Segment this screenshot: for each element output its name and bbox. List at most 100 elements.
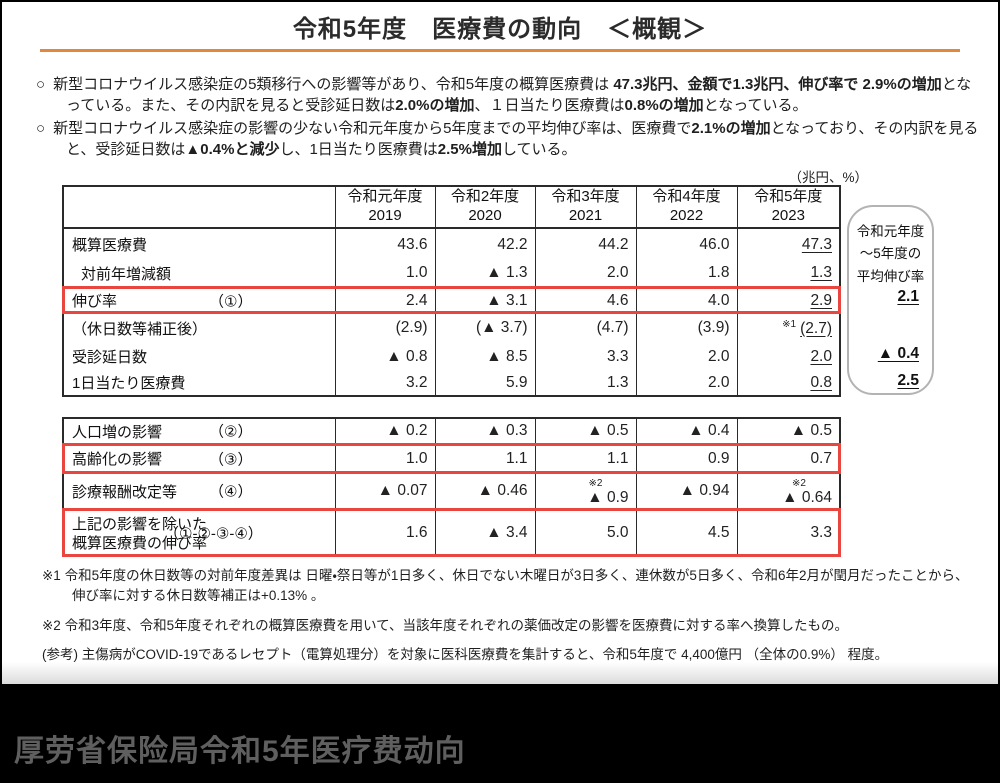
cell-value: 2.9 <box>810 291 832 309</box>
table-row-cost-per-day: 1日当たり医療費 3.2 5.9 1.3 2.0 0.8 <box>63 370 840 396</box>
circled-2-mark: （②） <box>209 423 253 441</box>
summary-bullets: ○ 新型コロナウイルス感染症の5類移行への影響等があり、令和5年度の概算医療費は … <box>36 74 980 162</box>
table-row-aging-effect-highlighted: 高齢化の影響 （③） 1.0 1.1 1.1 0.9 0.7 <box>62 443 841 474</box>
footnote-2-marker: ※2 <box>792 477 806 489</box>
page-title: 令和5年度 医療費の動向 ＜概観＞ <box>292 16 708 43</box>
cell-value: ▲ 0.5 <box>737 418 840 445</box>
row-label: 人口増の影響 （②） <box>63 418 336 445</box>
row-label: 診療報酬改定等 （④） <box>63 473 336 510</box>
table-row-growth-rate-highlighted: 伸び率 （①） 2.4 ▲ 3.1 4.6 4.0 2.9 <box>62 286 841 314</box>
cell-value: ▲ 0.2 <box>335 418 436 445</box>
row-label: 対前年増減額 <box>63 260 336 288</box>
cell-value: 1.8 <box>636 260 738 288</box>
average-cost-per-day: 2.5 <box>897 372 919 389</box>
cell-value: ▲ 0.07 <box>335 473 436 510</box>
header-2019: 令和元年度 2019 <box>335 186 436 229</box>
footnote-1: ※1 令和5年度の休日数等の対前年度差異は 日曜・祭日等が1日多く、休日でない木… <box>42 568 969 604</box>
cell-value: ※2 ▲ 0.9 <box>535 473 637 510</box>
average-growth-rate: 2.1 <box>897 288 919 305</box>
cell-value: (▲ 3.7) <box>435 313 536 343</box>
footer-caption: 厚劳省保险局令和5年医疗费动向 <box>14 735 466 768</box>
cell-value: 3.2 <box>335 370 436 396</box>
bullet-1-text: 新型コロナウイルス感染症の5類移行への影響等があり、令和5年度の概算医療費は <box>53 76 614 93</box>
cell-value: ▲ 0.4 <box>636 418 738 445</box>
bullet-2: ○ 新型コロナウイルス感染症の影響の少ない令和元年度から5年度までの平均伸び率は、… <box>36 118 980 160</box>
circled-formula-mark: （①-②-③-④） <box>164 525 263 542</box>
unit-note: （兆円、%） <box>788 170 868 185</box>
bullet-1-bold: 47.3兆円、金額で1.3兆円、伸び率で 2.9%の増加 <box>613 76 942 93</box>
cell-value: ▲ 3.1 <box>435 287 536 313</box>
cell-value: ▲ 0.3 <box>435 418 536 445</box>
footnote-1-marker: ※1 <box>782 318 797 330</box>
footer-bar: 厚劳省保险局令和5年医疗费动向 <box>0 684 1000 783</box>
cell-value: ▲ 3.4 <box>435 509 536 556</box>
header-2020: 令和2年度 2020 <box>435 186 536 229</box>
cell-value: (2.9) <box>335 313 436 343</box>
cell-value: (3.9) <box>636 313 738 343</box>
bullet-2-text: 新型コロナウイルス感染症の影響の少ない令和元年度から5年度までの平均伸び率は、医… <box>53 120 692 137</box>
cell-value: 5.0 <box>535 509 637 556</box>
table-row-population-effect: 人口増の影響 （②） ▲ 0.2 ▲ 0.3 ▲ 0.5 ▲ 0.4 ▲ 0.5 <box>63 418 840 445</box>
row-label: 1日当たり医療費 <box>63 370 336 396</box>
cell-value: ▲ 0.8 <box>335 343 436 370</box>
cell-value: 0.7 <box>737 444 840 474</box>
bullet-circle-icon: ○ <box>36 120 46 137</box>
main-expense-table: 令和元年度 2019 令和2年度 2020 令和3年度 2021 令和4年度 2022 … <box>62 185 841 397</box>
bullet-1: ○ 新型コロナウイルス感染症の5類移行への影響等があり、令和5年度の概算医療費は … <box>36 74 980 116</box>
footnotes: ※1 令和5年度の休日数等の対前年度差異は 日曜・祭日等が1日多く、休日でない木… <box>42 566 974 674</box>
cell-value: 1.6 <box>335 509 436 556</box>
cell-value: 47.3 <box>801 235 832 253</box>
header-2021: 令和3年度 2021 <box>535 186 637 229</box>
table-row-fee-revision: 診療報酬改定等 （④） ▲ 0.07 ▲ 0.46 ※2 ▲ 0.9 ▲ 0.94 … <box>63 473 840 510</box>
cell-value: 0.9 <box>636 444 738 474</box>
cell-value: 2.0 <box>636 343 738 370</box>
bullet-2-bold: 2.1%の増加 <box>691 120 771 137</box>
row-label-lines: 上記の影響を除いた 概算医療費の伸び率 <box>72 515 208 553</box>
table-row-holiday-adjusted: （休日数等補正後） (2.9) (▲ 3.7) (4.7) (3.9) ※1 (2… <box>63 313 840 343</box>
cell-value: ▲ 1.3 <box>435 260 536 288</box>
cell-value: 5.9 <box>435 370 536 396</box>
cell-value: 1.0 <box>335 444 436 474</box>
circled-3-mark: （③） <box>209 451 253 468</box>
row-label: 伸び率 （①） <box>63 287 336 313</box>
cell-value: 3.3 <box>810 523 832 541</box>
cell-value: 43.6 <box>335 228 436 260</box>
bottom-shade <box>0 662 1000 684</box>
row-label: 概算医療費 <box>63 228 336 260</box>
bullet-2-text: となっており、その内訳を見ると、受診延日数は <box>66 120 979 158</box>
cell-value: 1.3 <box>535 370 637 396</box>
table-header-row: 令和元年度 2019 令和2年度 2020 令和3年度 2021 令和4年度 2022 … <box>63 186 840 229</box>
cell-value: ※2 ▲ 0.64 <box>737 473 840 510</box>
cell-value: 46.0 <box>636 228 738 260</box>
cell-value: 1.1 <box>435 444 536 474</box>
bullet-1-text: となっている。 <box>703 97 808 114</box>
table-row-estimated-medical-cost: 概算医療費 43.6 42.2 44.2 46.0 47.3 <box>63 228 840 260</box>
cell-value: 3.3 <box>535 343 637 370</box>
bullet-2-bold: 2.5%増加 <box>437 141 502 158</box>
title-divider <box>40 49 960 52</box>
cell-value: 1.1 <box>535 444 637 474</box>
cell-value: 2.0 <box>535 260 637 288</box>
cell-value: 44.2 <box>535 228 637 260</box>
cell-value: 2.4 <box>335 287 436 313</box>
bullet-2-text: している。 <box>502 141 577 158</box>
cell-value: 42.2 <box>435 228 536 260</box>
row-label: 上記の影響を除いた 概算医療費の伸び率 （①-②-③-④） <box>63 509 336 556</box>
circled-4-mark: （④） <box>209 483 253 501</box>
row-label: 受診延日数 <box>63 343 336 370</box>
cell-value: 4.0 <box>636 287 738 313</box>
table-row-yoy-change: 対前年増減額 1.0 ▲ 1.3 2.0 1.8 1.3 <box>63 260 840 288</box>
average-growth-header: 令和元年度 ～5年度の 平均伸び率 <box>856 224 925 284</box>
bullet-1-text: 、１日当たり医療費は <box>474 97 625 114</box>
footnote-2-marker: ※2 <box>588 477 603 489</box>
bullet-1-text: となっている。また、その内訳を見ると受診延日数は <box>66 76 972 114</box>
bullet-circle-icon: ○ <box>36 76 46 93</box>
bullet-2-bold: ▲0.4%と減少 <box>185 141 280 158</box>
cell-value: 4.6 <box>535 287 637 313</box>
cell-value: 4.5 <box>636 509 738 556</box>
row-label: （休日数等補正後） <box>63 313 336 343</box>
average-growth-bracket: 令和元年度 ～5年度の 平均伸び率 2.1 ▲ 0.4 2.5 <box>847 205 934 395</box>
cell-value: ▲ 0.94 <box>636 473 738 510</box>
table-row-visit-days: 受診延日数 ▲ 0.8 ▲ 8.5 3.3 2.0 2.0 <box>63 343 840 370</box>
bullet-1-bold: 2.0%の増加 <box>395 97 475 114</box>
